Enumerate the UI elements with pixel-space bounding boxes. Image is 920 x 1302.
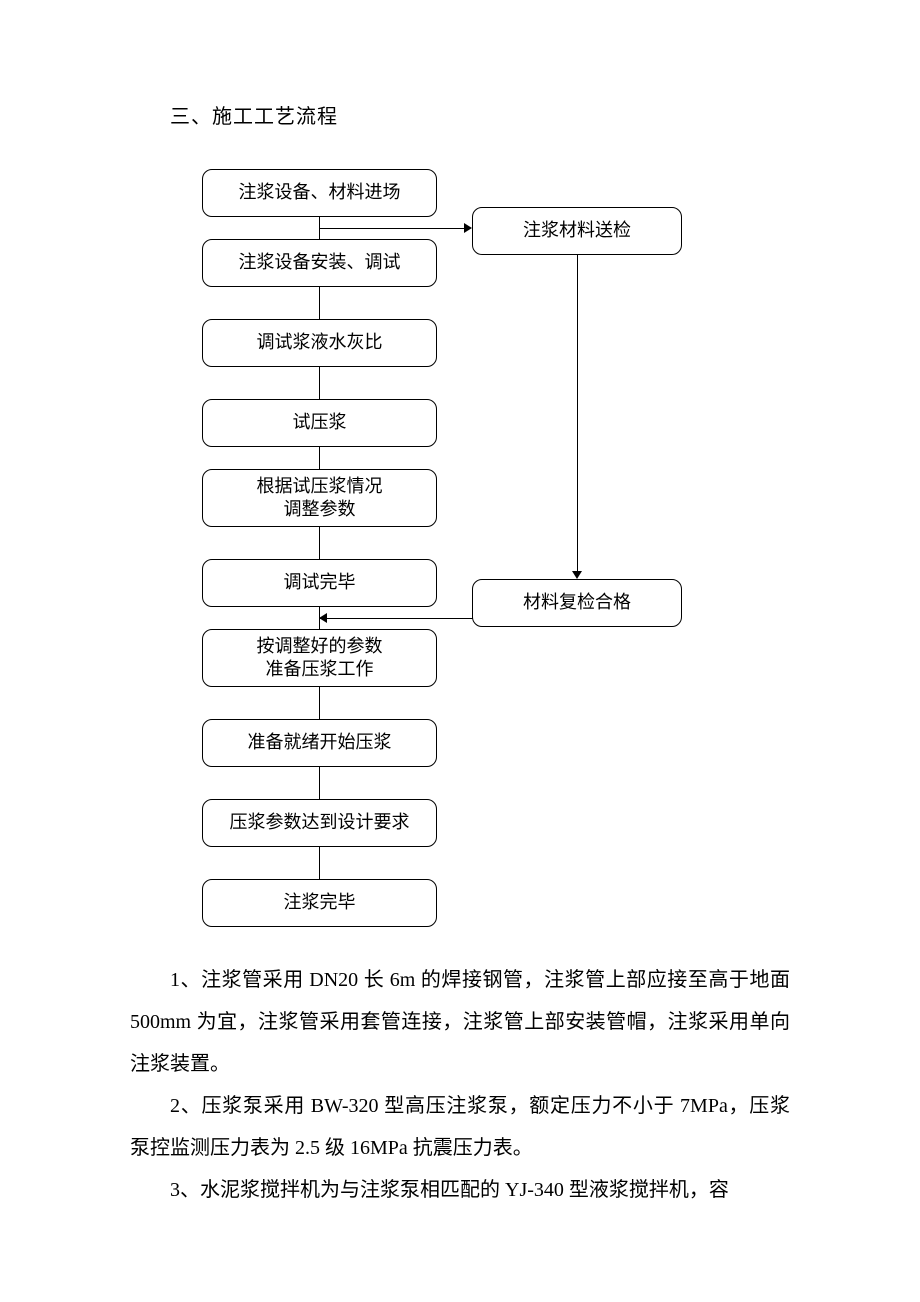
flow-step-6: 调试完毕: [202, 559, 437, 607]
flow-label: 调试浆液水灰比: [257, 331, 383, 354]
flow-step-8: 准备就绪开始压浆: [202, 719, 437, 767]
flow-label: 材料复检合格: [523, 591, 631, 614]
flow-step-5: 根据试压浆情况 调整参数: [202, 469, 437, 527]
arrow-right-icon: [464, 223, 472, 233]
flow-label: 注浆完毕: [284, 891, 356, 914]
flow-label: 准备就绪开始压浆: [248, 731, 392, 754]
flow-label: 注浆设备、材料进场: [239, 181, 401, 204]
flow-label: 注浆设备安装、调试: [239, 251, 401, 274]
flow-step-7: 按调整好的参数 准备压浆工作: [202, 629, 437, 687]
paragraph-1: 1、注浆管采用 DN20 长 6m 的焊接钢管，注浆管上部应接至高于地面 500…: [130, 959, 790, 1085]
flow-step-3: 调试浆液水灰比: [202, 319, 437, 367]
connector: [319, 527, 320, 559]
connector: [319, 847, 320, 879]
flow-label: 按调整好的参数 准备压浆工作: [257, 635, 383, 682]
connector: [319, 767, 320, 799]
connector: [319, 447, 320, 469]
connector: [319, 228, 464, 229]
flow-side-1: 注浆材料送检: [472, 207, 682, 255]
arrow-left-icon: [319, 613, 327, 623]
connector: [577, 255, 578, 573]
section-heading: 三、施工工艺流程: [130, 100, 790, 129]
flow-step-4: 试压浆: [202, 399, 437, 447]
flow-label: 调试完毕: [284, 571, 356, 594]
connector: [319, 367, 320, 399]
flow-step-9: 压浆参数达到设计要求: [202, 799, 437, 847]
connector: [472, 603, 473, 619]
flow-label: 根据试压浆情况 调整参数: [257, 475, 383, 522]
connector: [319, 287, 320, 319]
flow-step-1: 注浆设备、材料进场: [202, 169, 437, 217]
paragraph-3: 3、水泥浆搅拌机为与注浆泵相匹配的 YJ-340 型液浆搅拌机，容: [130, 1169, 790, 1211]
connector: [319, 618, 472, 619]
flow-step-2: 注浆设备安装、调试: [202, 239, 437, 287]
flow-label: 试压浆: [293, 411, 347, 434]
arrow-down-icon: [572, 571, 582, 579]
connector: [319, 687, 320, 719]
paragraph-2: 2、压浆泵采用 BW-320 型高压注浆泵，额定压力不小于 7MPa，压浆泵控监…: [130, 1085, 790, 1169]
flow-step-10: 注浆完毕: [202, 879, 437, 927]
flowchart-container: 注浆设备、材料进场 注浆设备安装、调试 调试浆液水灰比 试压浆 根据试压浆情况 …: [130, 169, 790, 929]
flow-label: 注浆材料送检: [523, 219, 631, 242]
flow-label: 压浆参数达到设计要求: [230, 811, 410, 834]
flow-side-2: 材料复检合格: [472, 579, 682, 627]
